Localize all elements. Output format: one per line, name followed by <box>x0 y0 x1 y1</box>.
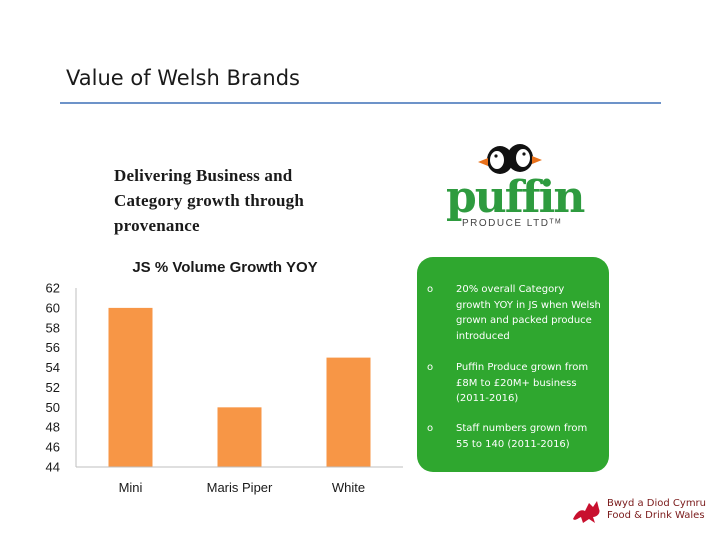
callout-bullet: o Puffin Produce grown from £8M to £20M+… <box>427 360 602 407</box>
bullet-marker: o <box>427 362 434 373</box>
footer-line-welsh: Bwyd a Diod Cymru <box>607 498 707 509</box>
food-drink-wales-logo: Bwyd a Diod Cymru Food & Drink Wales <box>571 497 711 527</box>
logo-wordmark: puffin <box>446 172 585 223</box>
y-tick-label: 60 <box>46 300 60 315</box>
y-tick-label: 52 <box>46 380 60 395</box>
y-tick-label: 54 <box>46 360 60 375</box>
bar-mini <box>108 307 153 467</box>
callout-box: o 20% overall Category growth YOY in JS … <box>417 257 609 472</box>
y-tick-label: 62 <box>46 281 60 296</box>
bar-white <box>326 357 371 467</box>
puffin-bird-icon <box>478 144 542 174</box>
y-tick-label: 48 <box>46 420 60 435</box>
y-tick-label: 56 <box>46 340 60 355</box>
callout-bullet: o 20% overall Category growth YOY in JS … <box>427 282 602 344</box>
bullet-text: 20% overall Category growth YOY in JS wh… <box>456 284 601 342</box>
x-tick-label: White <box>332 480 365 495</box>
bullet-marker: o <box>427 284 434 295</box>
y-tick-label: 44 <box>46 460 60 475</box>
y-tick-label: 58 <box>46 320 60 335</box>
bullet-text: Puffin Produce grown from £8M to £20M+ b… <box>456 362 589 404</box>
footer-line-english: Food & Drink Wales <box>607 510 705 521</box>
slide-subtitle: Delivering Business and Category growth … <box>114 166 305 235</box>
bullet-text: Staff numbers grown from 55 to 140 (2011… <box>456 423 588 450</box>
volume-growth-chart: JS % Volume Growth YOY 44 46 48 50 52 54 56 58 6… <box>46 259 403 495</box>
logo-tagline: PRODUCE LTDᵀᴹ <box>462 218 562 229</box>
chart-title: JS % Volume Growth YOY <box>132 259 317 276</box>
slide-title: Value of Welsh Brands <box>66 66 300 90</box>
welsh-dragon-icon <box>573 501 600 523</box>
y-tick-label: 50 <box>46 400 60 415</box>
y-tick-label: 46 <box>46 440 60 455</box>
title-divider <box>60 102 661 104</box>
puffin-produce-logo: puffin PRODUCE LTDᵀᴹ <box>446 138 591 238</box>
x-tick-label: Mini <box>119 480 143 495</box>
bullet-marker: o <box>427 423 434 434</box>
x-tick-label: Maris Piper <box>207 480 273 495</box>
callout-bullet: o Staff numbers grown from 55 to 140 (20… <box>427 421 602 452</box>
bar-maris-piper <box>217 407 262 467</box>
